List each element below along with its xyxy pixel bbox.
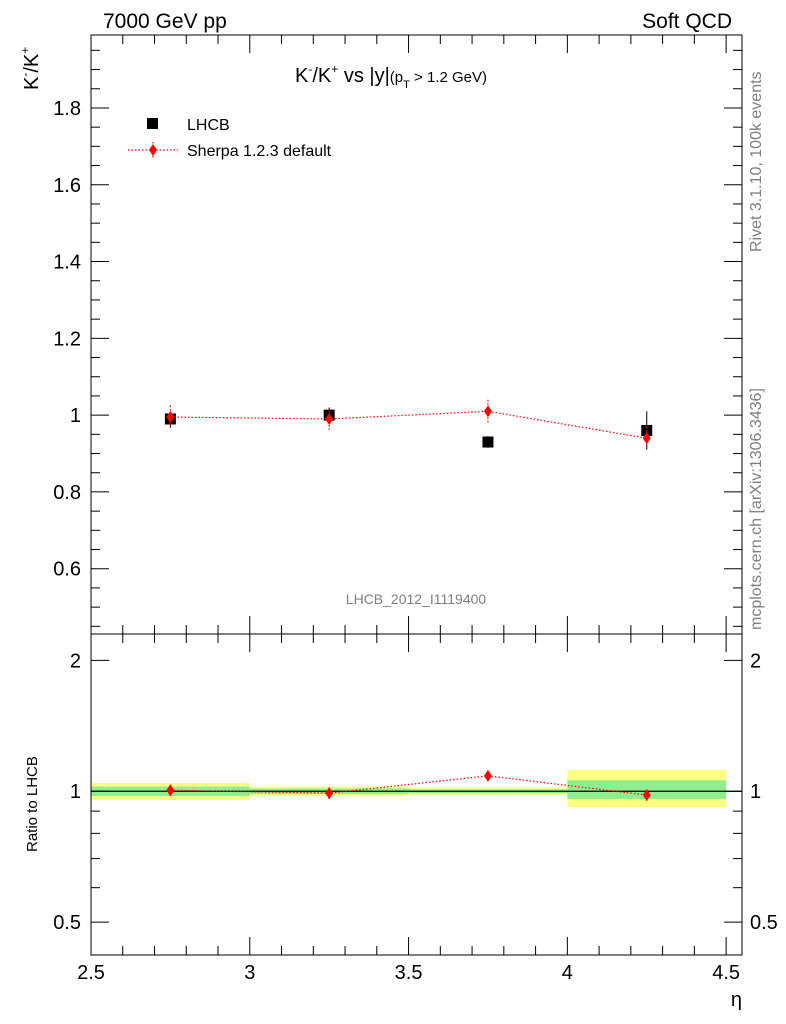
legend: LHCB Sherpa 1.2.3 default (128, 117, 332, 160)
ratio-y-tick-label-right: 2 (750, 650, 761, 672)
main-y-tick-label: 0.6 (53, 559, 81, 581)
main-y-axis-label: K-/K+ (18, 47, 43, 90)
sherpa-line (170, 410, 647, 439)
legend-marker-sherpa (149, 144, 157, 156)
sherpa-data-point (483, 405, 492, 418)
main-y-tick-label: 1.8 (53, 98, 81, 120)
ratio-sherpa-point (166, 784, 175, 797)
rivet-label: Rivet 3.1.10, 100k events (748, 71, 765, 252)
ratio-sherpa-line (170, 775, 647, 796)
x-tick-label: 2.5 (77, 962, 105, 984)
lhcb-data-point (482, 436, 494, 448)
ratio-sherpa-point (642, 789, 651, 802)
ratio-y-tick-label-left: 0.5 (53, 912, 81, 934)
x-axis-label: η (731, 989, 742, 1011)
legend-label-lhcb: LHCB (187, 117, 230, 134)
ratio-frame (90, 633, 743, 956)
x-tick-label: 4 (562, 962, 573, 984)
chart-title: K-/K+ vs |y|(pT > 1.2 GeV) (295, 62, 487, 91)
energy-label: 7000 GeV pp (103, 10, 227, 33)
legend-marker-lhcb (147, 118, 158, 129)
ratio-y-axis-label: Ratio to LHCB (24, 756, 41, 852)
sherpa-data-point (166, 411, 175, 424)
analysis-watermark: LHCB_2012_I1119400 (346, 591, 487, 607)
x-tick-label: 3.5 (395, 962, 423, 984)
legend-label-sherpa: Sherpa 1.2.3 default (187, 143, 332, 160)
x-tick-label: 4.5 (712, 962, 740, 984)
sherpa-data-point (642, 432, 651, 445)
ratio-panel: 2.5 3 3.5 4 4.5 0.5 0.5 1 1 2 2 (53, 633, 778, 984)
sherpa-data-point (325, 412, 334, 425)
ratio-sherpa-point (483, 769, 492, 782)
ratio-y-tick-label-left: 1 (70, 781, 81, 803)
x-tick-label: 3 (244, 962, 255, 984)
main-y-tick-label: 1 (70, 405, 81, 427)
ratio-y-tick-label-right: 0.5 (750, 912, 778, 934)
main-y-tick-label: 1.4 (53, 252, 81, 274)
process-label: Soft QCD (642, 10, 732, 33)
ratio-sherpa-point (325, 787, 334, 800)
mcplots-label: mcplots.cern.ch [arXiv:1306.3436] (748, 388, 765, 630)
ratio-y-tick-label-right: 1 (750, 781, 761, 803)
main-y-tick-label: 1.6 (53, 175, 81, 197)
main-y-tick-label: 0.8 (53, 482, 81, 504)
main-y-tick-label: 1.2 (53, 328, 81, 350)
ratio-y-tick-label-left: 2 (70, 650, 81, 672)
